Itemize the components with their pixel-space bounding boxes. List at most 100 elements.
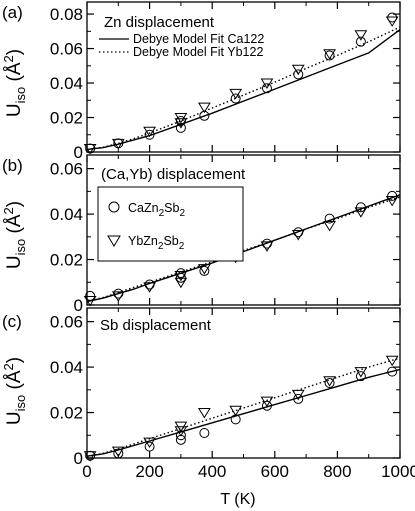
ybzn2sb2-point bbox=[174, 118, 188, 129]
panel-b-label: (b) bbox=[2, 156, 23, 175]
ybzn2sb2-point bbox=[174, 270, 188, 282]
ybzn2sb2-point bbox=[111, 291, 125, 302]
panel-a-title: Zn displacement bbox=[104, 14, 215, 31]
panel-c-title: Sb displacement bbox=[100, 317, 212, 334]
cazn2sb2-point bbox=[324, 213, 335, 224]
legend-ybzn2sb2-label: YbZn2Sb2 bbox=[128, 234, 185, 252]
ybzn2sb2-point bbox=[385, 195, 399, 207]
ybzn2sb2-point bbox=[354, 207, 368, 218]
debye-fit-ca122-line bbox=[86, 194, 401, 303]
panel-b: 0 0.02 0.04 0.06 (b) (Ca,Yb) displacement C… bbox=[1, 154, 401, 315]
ybzn2sb2-point bbox=[323, 49, 336, 60]
panel-c-frame bbox=[86, 307, 401, 459]
debye-fit-ca122-line bbox=[86, 368, 401, 457]
panel-a-y-tick-label: 0 bbox=[74, 143, 83, 162]
ybzn2sb2-point bbox=[197, 102, 211, 114]
panel-a-y-tick-label: 0.06 bbox=[50, 40, 83, 59]
x-tick-label: 1000 bbox=[381, 462, 415, 481]
ybzn2sb2-point bbox=[229, 405, 243, 417]
ybzn2sb2-point bbox=[354, 30, 368, 41]
panel-c-label: (c) bbox=[2, 312, 22, 331]
cazn2sb2-point bbox=[293, 393, 304, 404]
panel-c-y-tick-label: 0.06 bbox=[50, 313, 83, 332]
panel-b-title: (Ca,Yb) displacement bbox=[101, 166, 246, 183]
panel-c-y-tick-label: 0.04 bbox=[50, 358, 83, 377]
ybzn2sb2-point bbox=[260, 78, 274, 89]
ybzn2sb2-point bbox=[354, 367, 368, 378]
ybzn2sb2-point bbox=[143, 282, 156, 293]
cazn2sb2-point bbox=[230, 93, 241, 104]
ybzn2sb2-point bbox=[323, 376, 336, 387]
legend-solid-label: Debye Model Fit Ca122 bbox=[133, 32, 264, 46]
x-tick-label: 600 bbox=[261, 462, 289, 481]
debye-fit-yb122-line bbox=[86, 26, 401, 151]
legend-triangle-marker bbox=[107, 235, 121, 247]
panel-a-y-tick-label: 0.02 bbox=[50, 109, 83, 128]
panel-b-y-tick-label: 0 bbox=[74, 296, 83, 315]
x-tick-label: 0 bbox=[82, 462, 91, 481]
debye-fit-yb122-line bbox=[86, 357, 401, 457]
panel-c: 0 0.02 0.04 0.06 0 200 400 600 800 1000 (c) Sb d… bbox=[1, 307, 415, 508]
legend-circle-marker bbox=[108, 201, 120, 213]
x-tick-label: 400 bbox=[198, 462, 226, 481]
panel-b-frame bbox=[86, 154, 401, 306]
cazn2sb2-point bbox=[387, 12, 398, 23]
ybzn2sb2-point bbox=[143, 126, 156, 138]
ybzn2sb2-point bbox=[385, 355, 399, 367]
cazn2sb2-point bbox=[199, 265, 210, 276]
cazn2sb2-point bbox=[293, 69, 304, 80]
panel-c-y-tick-label: 0.02 bbox=[50, 404, 83, 423]
ybzn2sb2-point bbox=[385, 16, 399, 27]
panel-c-y-tick-label: 0 bbox=[74, 449, 83, 468]
ybzn2sb2-point bbox=[174, 113, 188, 124]
cazn2sb2-point bbox=[144, 129, 155, 140]
legend-cazn2sb2-label: CaZn2Sb2 bbox=[128, 201, 185, 219]
cazn2sb2-point bbox=[324, 378, 335, 388]
ybzn2sb2-point bbox=[197, 408, 211, 419]
panel-b-ylabel: Uiso (Å2) bbox=[1, 201, 28, 269]
ybzn2sb2-point bbox=[174, 421, 188, 433]
ybzn2sb2-point bbox=[260, 396, 274, 408]
ybzn2sb2-point bbox=[143, 437, 156, 449]
cazn2sb2-point bbox=[261, 83, 272, 94]
debye-fit-ca122-line bbox=[86, 29, 401, 151]
cazn2sb2-point bbox=[355, 36, 366, 47]
ybzn2sb2-point bbox=[197, 264, 211, 275]
x-tick-label: 800 bbox=[323, 462, 351, 481]
panel-a-label: (a) bbox=[2, 3, 23, 22]
panel-b-legend: CaZn2Sb2 YbZn2Sb2 bbox=[97, 186, 244, 262]
cazn2sb2-point bbox=[355, 371, 366, 382]
cazn2sb2-point bbox=[85, 290, 96, 301]
ybzn2sb2-point bbox=[291, 64, 305, 76]
ybzn2sb2-point bbox=[174, 426, 188, 437]
ybzn2sb2-point bbox=[174, 277, 188, 289]
cazn2sb2-point bbox=[387, 190, 398, 201]
legend-dotted-label: Debye Model Fit Yb122 bbox=[133, 45, 263, 59]
panel-b-y-tick-label: 0.04 bbox=[50, 205, 83, 224]
legend-box bbox=[97, 186, 244, 262]
ybzn2sb2-point bbox=[229, 88, 243, 100]
cazn2sb2-point bbox=[175, 272, 186, 283]
cazn2sb2-point bbox=[199, 428, 210, 438]
x-axis-label: T (K) bbox=[220, 491, 255, 508]
panel-b-y-tick-label: 0.06 bbox=[50, 160, 83, 179]
panel-a-y-tick-label: 0.04 bbox=[50, 74, 83, 93]
panel-a-y-tick-label: 0.08 bbox=[50, 5, 83, 24]
ybzn2sb2-point bbox=[323, 220, 336, 232]
panel-a-frame bbox=[86, 1, 401, 153]
cazn2sb2-point bbox=[324, 50, 335, 61]
ybzn2sb2-point bbox=[111, 446, 125, 458]
panel-c-ylabel: Uiso (Å2) bbox=[1, 357, 28, 425]
panel-a: 0 0.02 0.04 0.06 0.08 (a) Zn displacement De… bbox=[1, 1, 401, 162]
x-tick-label: 200 bbox=[135, 462, 163, 481]
cazn2sb2-point bbox=[387, 366, 398, 377]
cazn2sb2-point bbox=[261, 400, 272, 411]
ybzn2sb2-point bbox=[260, 241, 274, 252]
ybzn2sb2-point bbox=[291, 230, 305, 241]
debye-fit-yb122-line bbox=[86, 196, 401, 303]
panel-b-y-tick-label: 0.02 bbox=[50, 251, 83, 270]
ybzn2sb2-point bbox=[111, 138, 125, 150]
ybzn2sb2-point bbox=[291, 389, 305, 401]
cazn2sb2-point bbox=[355, 202, 366, 213]
